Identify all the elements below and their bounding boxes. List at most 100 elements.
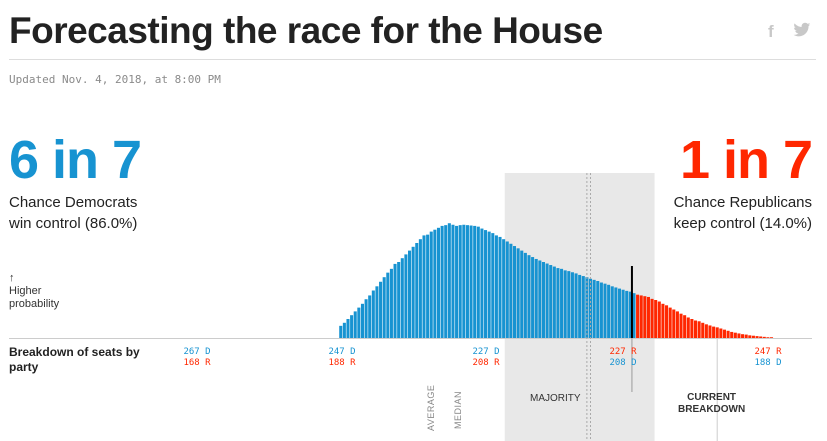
- twitter-icon[interactable]: [793, 22, 811, 43]
- histogram-bar: [683, 315, 687, 338]
- histogram-bar: [350, 315, 354, 338]
- histogram-bar: [726, 330, 730, 338]
- histogram-bar: [487, 231, 491, 338]
- tick-label: 227 R 208 D: [593, 347, 653, 369]
- dem-chance-line1: Chance Democrats: [9, 194, 138, 211]
- x-axis-title: Breakdown of seats by party: [9, 345, 140, 375]
- histogram-bar: [614, 287, 618, 338]
- histogram-bar: [643, 296, 647, 338]
- histogram-bar: [436, 227, 441, 338]
- updated-timestamp: Updated Nov. 4, 2018, at 8:00 PM: [9, 73, 221, 86]
- histogram-bar: [589, 278, 593, 338]
- histogram-bar: [675, 311, 679, 338]
- histogram-bar: [759, 336, 763, 338]
- histogram-bar: [733, 332, 737, 338]
- dem-odds: 6 in 7: [9, 130, 142, 190]
- twitter-bird-icon: [793, 22, 811, 37]
- histogram-bar: [639, 295, 643, 338]
- histogram-bar: [607, 284, 611, 338]
- histogram-bar: [393, 263, 397, 338]
- histogram-bar: [418, 239, 422, 338]
- histogram-bar: [596, 281, 600, 338]
- average-label: AVERAGE: [426, 384, 436, 431]
- histogram-bar: [531, 257, 535, 338]
- histogram-bar: [400, 258, 404, 338]
- histogram-bar: [549, 265, 553, 338]
- histogram-bar: [657, 301, 661, 338]
- histogram-bar: [415, 243, 419, 338]
- tick-rep-seats: 247 R: [754, 347, 782, 357]
- histogram-bar: [632, 293, 636, 338]
- histogram-bar: [581, 276, 585, 338]
- histogram-bar: [473, 225, 477, 338]
- rep-chance-line1: Chance Republicans: [673, 194, 812, 211]
- histogram-bar: [404, 254, 408, 338]
- histogram-bar: [502, 239, 506, 338]
- histogram-bar: [371, 290, 375, 338]
- histogram-bar: [480, 228, 484, 338]
- histogram-bar: [578, 274, 582, 338]
- histogram-bar: [610, 286, 614, 338]
- histogram-bar: [440, 225, 444, 338]
- histogram-bar: [646, 296, 650, 338]
- tick-dem-seats: 188 D: [754, 358, 782, 368]
- up-arrow-icon: ↑: [9, 272, 15, 284]
- current-label-line1: CURRENT: [687, 392, 737, 403]
- histogram-bar: [375, 286, 379, 338]
- histogram-bar: [665, 305, 669, 338]
- histogram-bar: [494, 235, 498, 338]
- tick-label: 227 D 208 R: [456, 347, 516, 369]
- histogram-bar: [505, 241, 509, 338]
- tick-label: 247 D 188 R: [312, 347, 372, 369]
- histogram-bar: [465, 225, 469, 338]
- rep-chance-text: Chance Republicans keep control (14.0%): [674, 192, 812, 234]
- tick-dem-seats: 247 D: [328, 347, 356, 357]
- histogram-bar: [379, 281, 383, 338]
- histogram-bar: [523, 252, 527, 338]
- rep-odds: 1 in 7: [679, 130, 813, 190]
- histogram-bar: [560, 268, 564, 338]
- histogram-bar: [458, 225, 462, 338]
- histogram-bar: [617, 288, 622, 338]
- histogram-bar: [574, 273, 578, 338]
- histogram-bar: [650, 298, 654, 338]
- histogram-bar: [397, 262, 401, 338]
- histogram-bar: [455, 225, 459, 338]
- median-label: MEDIAN: [453, 390, 463, 429]
- current-label-line2: BREAKDOWN: [678, 404, 746, 415]
- tick-label: 247 R 188 D: [738, 347, 798, 369]
- histogram-bar: [360, 303, 364, 338]
- histogram-bar: [686, 317, 690, 338]
- histogram-bar: [389, 268, 393, 338]
- histogram-bar: [730, 331, 734, 338]
- page-title: Forecasting the race for the House: [9, 10, 603, 51]
- histogram-bar: [570, 272, 574, 338]
- histogram-bar: [697, 321, 701, 338]
- tick-dem-seats: 208 D: [609, 358, 637, 368]
- dem-chance-text: Chance Democrats win control (86.0%): [9, 192, 137, 234]
- histogram-bar: [484, 230, 488, 338]
- histogram-bar: [755, 336, 759, 338]
- histogram-bar: [509, 243, 513, 338]
- majority-label: MAJORITY: [527, 391, 584, 406]
- facebook-icon[interactable]: f: [768, 22, 774, 41]
- histogram-bar: [386, 272, 390, 338]
- histogram-bar: [368, 295, 372, 338]
- tick-rep-seats: 168 R: [183, 358, 211, 368]
- histogram-bar: [433, 229, 437, 338]
- y-label-line1: Higher: [9, 285, 42, 297]
- histogram-bar: [552, 266, 556, 338]
- histogram-bar: [520, 250, 524, 338]
- histogram-bar: [512, 246, 517, 338]
- histogram-bar: [599, 282, 603, 338]
- histogram-bar: [741, 334, 745, 338]
- histogram-bar: [751, 335, 755, 338]
- tick-dem-seats: 267 D: [183, 347, 211, 357]
- histogram-bar: [527, 255, 531, 338]
- histogram-bar: [382, 277, 386, 338]
- histogram-bar: [429, 231, 433, 338]
- histogram-bar: [636, 294, 640, 338]
- histogram-bar: [422, 235, 426, 338]
- histogram-bar: [353, 311, 357, 338]
- tick-rep-seats: 227 R: [609, 347, 637, 357]
